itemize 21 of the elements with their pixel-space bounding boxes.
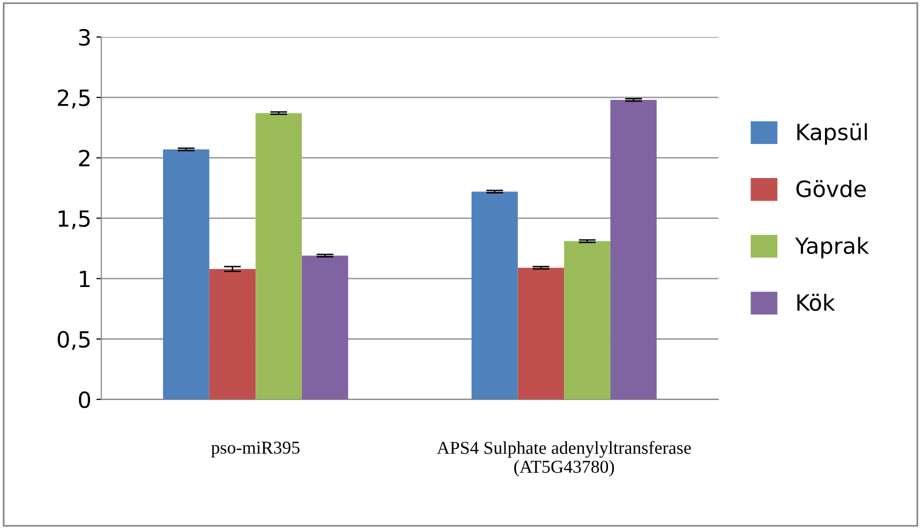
bar [564,241,610,400]
bar [302,256,348,400]
bar [518,268,564,400]
bar [163,149,210,400]
y-tick-label: 2,5 [58,89,90,108]
y-tick-label: 1 [80,270,90,288]
bar [472,192,518,400]
x-tick-label: APS4 Sulphate adenylyltransferase (AT5G43780) [436,441,691,477]
y-tick-label: 0,5 [58,330,90,350]
bar [610,100,657,400]
legend-label: Yaprak [795,236,869,258]
y-tick-label: 1,5 [58,210,90,230]
y-tick-label: 0 [78,391,90,408]
x-tick-label: pso-miR395 [211,442,300,458]
bar [209,268,256,400]
legend-label: Kök [797,294,836,311]
y-tick-label: 3 [79,28,90,46]
legend-label: Gövde [796,180,866,198]
y-tick-label: 2 [79,150,90,166]
legend-label: Kapsül [797,123,867,145]
bar [256,113,302,400]
